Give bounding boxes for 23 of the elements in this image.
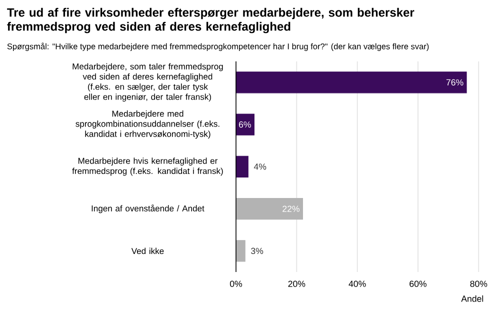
data-label: 76%	[446, 79, 464, 86]
data-label: 6%	[238, 121, 251, 128]
x-tick-label: 80%	[470, 280, 488, 287]
chart-subtitle: Spørgsmål: "Hvilke type medarbejdere med fremmedsprogkompetencer har I brug for?" (der kan vælges flere svar)	[7, 42, 429, 51]
y-tick-label: Medarbejdere med sprogkombinationsuddannelser (f.eks. kandidat i erhvervsøkonomi-tysk)	[76, 110, 220, 139]
y-tick-label: Medarbejdere, som taler fremmedsprog ved siden af deres kernefaglighed (f.eks. en sælger, der taler tysk eller en ingeniør, der taler fransk)	[72, 63, 223, 102]
bar	[236, 240, 246, 262]
bar	[236, 114, 254, 136]
data-label: 4%	[254, 164, 266, 170]
y-tick-label: Ved ikke	[131, 248, 164, 254]
x-tick-label: 20%	[288, 280, 306, 287]
data-label: 3%	[251, 248, 264, 254]
bar	[236, 72, 467, 94]
data-label: 22%	[282, 206, 300, 212]
x-tick-label: 40%	[348, 280, 366, 287]
x-axis-title: Andel	[461, 295, 484, 302]
x-tick-label: 60%	[410, 280, 426, 287]
bar	[236, 198, 304, 220]
chart-title: Tre ud af fire virksomheder efterspørger medarbejdere, som behersker fremmedsprog ved siden af deres kernefaglighed	[7, 8, 414, 34]
x-tick-label: 0%	[230, 280, 242, 287]
y-tick-label: Medarbejdere hvis kernefaglighed er fremmedsprog (f.eks. kandidat i fransk)	[72, 158, 223, 176]
y-tick-label: Ingen af ovenstående / Andet	[92, 204, 204, 214]
bar	[236, 156, 248, 178]
